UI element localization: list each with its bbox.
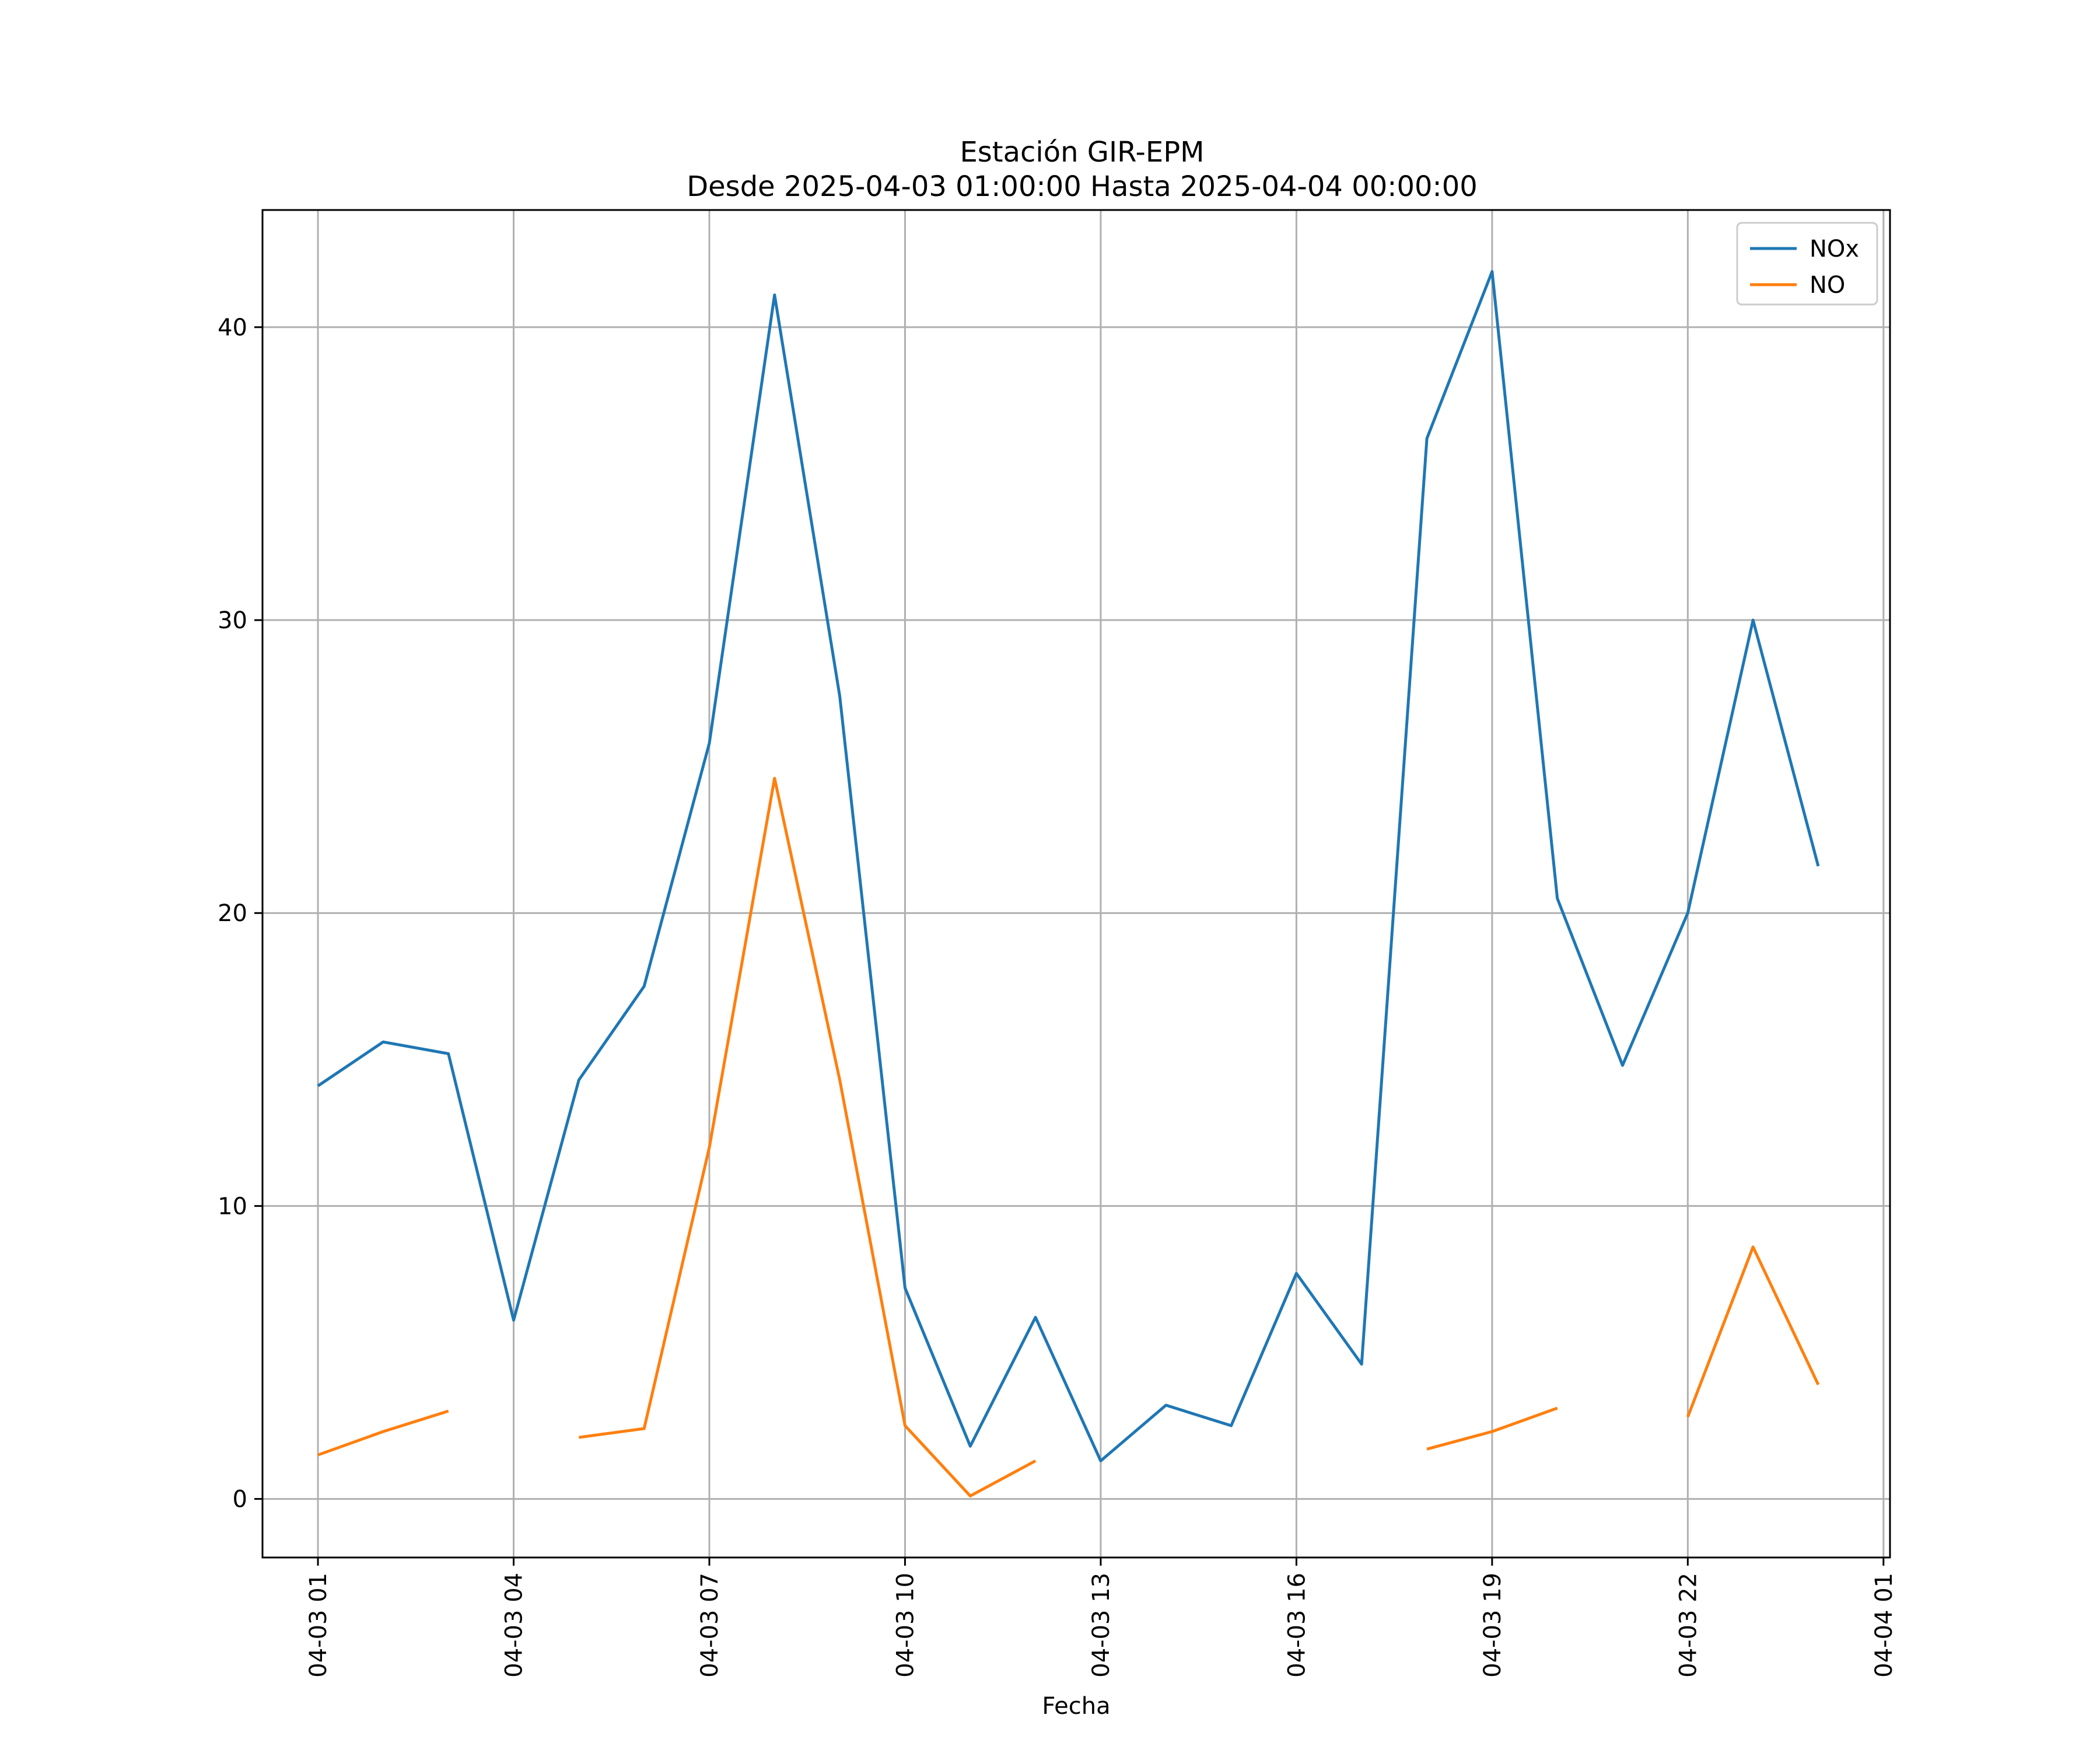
x-tick-label: 04-03 04 (501, 1573, 528, 1678)
y-tick-label: 20 (218, 900, 247, 927)
legend-box (1736, 222, 1878, 306)
series-line-nox (317, 270, 1820, 1462)
x-tick-label: 04-03 13 (1088, 1573, 1115, 1678)
x-tick-label: 04-03 07 (696, 1573, 723, 1678)
y-tick-label: 10 (218, 1193, 247, 1220)
x-tick-label: 04-03 16 (1283, 1573, 1310, 1678)
data-series (317, 270, 1820, 1497)
legend: NOx NO (1736, 222, 1878, 306)
y-tick-label: 40 (218, 314, 247, 341)
x-tick-label: 04-03 10 (892, 1573, 919, 1678)
grid-lines (262, 210, 1890, 1558)
x-tick-label: 04-03 19 (1479, 1573, 1506, 1678)
y-tick-label: 0 (233, 1486, 247, 1513)
legend-label-nox: NOx (1810, 236, 1859, 262)
plot-frame (261, 209, 1891, 1559)
x-axis-ticks: 04-03 01 04-03 04 04-03 07 04-03 10 04-03 13… (305, 1558, 1898, 1678)
y-axis-ticks: 0 10 20 30 40 (218, 314, 262, 1513)
legend-label-no: NO (1810, 272, 1845, 299)
x-tick-label: 04-04 01 (1871, 1573, 1898, 1678)
series-line-no (317, 776, 1820, 1497)
chart-title: Estación GIR-EPM (960, 136, 1204, 169)
x-tick-label: 04-03 01 (305, 1573, 332, 1678)
x-tick-label: 04-03 22 (1675, 1573, 1702, 1678)
chart-subtitle: Desde 2025-04-03 01:00:00 Hasta 2025-04-… (687, 170, 1478, 203)
x-axis-label: Fecha (1042, 1693, 1110, 1720)
y-tick-label: 30 (218, 607, 247, 634)
